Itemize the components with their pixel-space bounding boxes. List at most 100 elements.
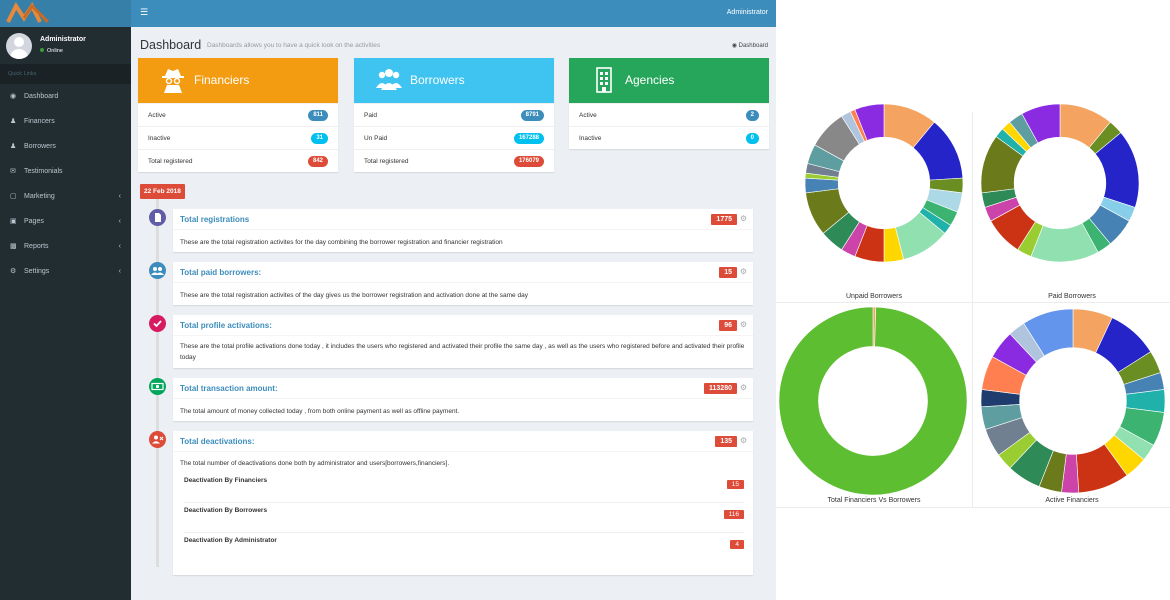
count-badge: 1775	[711, 214, 737, 225]
status-badge: 0	[745, 133, 759, 144]
sidebar-item-label: Dashboard	[24, 93, 59, 100]
stat-label: Inactive	[579, 135, 602, 142]
chevron-left-icon: ‹	[118, 268, 121, 275]
borrowers-card-header: Borrowers	[354, 58, 554, 103]
deactivation-label: Deactivation By Administrator	[184, 537, 277, 544]
timeline-item-body: The total amount of money collected toda…	[180, 408, 460, 415]
sidebar-item-label: Settings	[24, 268, 50, 275]
chart-title: Paid Borrowers	[1048, 293, 1096, 300]
avatar	[6, 33, 32, 59]
status-badge: 842	[307, 156, 328, 167]
card-title: Financiers	[194, 73, 250, 87]
count-badge: 15	[726, 480, 744, 489]
count-badge: 15	[719, 267, 737, 278]
cogs-icon: ⚙	[10, 268, 17, 275]
divider	[173, 229, 753, 230]
divider	[776, 507, 1170, 508]
logo-bar[interactable]	[0, 0, 131, 27]
pie-slice[interactable]	[854, 103, 885, 141]
comments-icon: ✉	[10, 168, 16, 175]
sidebar-user-name: Administrator	[40, 36, 86, 43]
count-badge: 113280	[704, 383, 737, 394]
gear-icon[interactable]: ⚙	[739, 436, 747, 445]
chevron-left-icon: ‹	[118, 193, 121, 200]
status-badge: 31	[311, 133, 328, 144]
financiers-card: Financiers Active 811 Inactive 31 Total re…	[138, 58, 338, 172]
timeline-item-title[interactable]: Total transaction amount:	[180, 384, 278, 393]
sidebar-item-pages[interactable]: ▣ Pages ‹	[0, 209, 131, 234]
spy-icon	[162, 69, 184, 93]
stat-row: Un Paid 167288	[354, 126, 554, 149]
sidebar-item-dashboard[interactable]: ◉ Dashboard	[0, 84, 131, 109]
gear-icon[interactable]: ⚙	[739, 267, 747, 276]
pie-slice[interactable]	[1021, 103, 1061, 144]
timeline-item-body: These are the total registration activit…	[180, 292, 528, 299]
count-badge: 135	[715, 436, 737, 447]
chevron-left-icon: ‹	[118, 218, 121, 225]
stat-label: Active	[148, 112, 166, 119]
hamburger-icon[interactable]: ☰	[140, 7, 149, 17]
count-badge: 96	[719, 320, 737, 331]
stat-row: Total registered 176079	[354, 149, 554, 172]
bar-chart-icon: ▩	[10, 243, 17, 250]
financiers-vs-borrowers-donut-chart	[778, 306, 968, 496]
deactivation-row: Deactivation By Borrowers 116	[184, 505, 744, 533]
pie-slice[interactable]	[1023, 308, 1074, 357]
gear-icon[interactable]: ⚙	[739, 320, 747, 329]
timeline-item: Total profile activations: 96 ⚙ These ar…	[173, 315, 753, 368]
divider	[173, 451, 753, 452]
building-icon	[596, 67, 612, 93]
sidebar-item-settings[interactable]: ⚙ Settings ‹	[0, 259, 131, 284]
stat-label: Un Paid	[364, 135, 388, 142]
timeline-item-body: The total number of deactivations done b…	[180, 460, 450, 467]
sidebar-section-label: Quick Links	[0, 64, 131, 84]
sidebar-item-label: Financers	[24, 118, 55, 125]
gear-icon[interactable]: ⚙	[739, 383, 747, 392]
online-dot-icon	[40, 48, 44, 52]
sidebar-item-financers[interactable]: ♟ Financers	[0, 109, 131, 134]
divider	[972, 112, 973, 507]
page-title: Dashboard	[140, 38, 202, 52]
stat-row: Inactive 0	[569, 126, 769, 149]
timeline-item-title[interactable]: Total deactivations:	[180, 437, 255, 446]
gear-icon[interactable]: ⚙	[739, 214, 747, 223]
stat-label: Total registered	[148, 158, 193, 165]
sidebar-item-label: Reports	[24, 243, 49, 250]
header-user-menu[interactable]: Administrator	[726, 9, 768, 16]
divider	[776, 302, 1170, 303]
pie-slice[interactable]	[778, 306, 968, 496]
stat-row: Total registered 842	[138, 149, 338, 172]
files-icon: ▣	[10, 218, 17, 225]
dashboard-icon: ◉	[731, 43, 739, 49]
status-badge: 2	[745, 110, 759, 121]
breadcrumb-label: Dashboard	[738, 43, 768, 49]
timeline-item: Total deactivations: 135 ⚙ The total num…	[173, 431, 753, 575]
sidebar-item-marketing[interactable]: ▢ Marketing ‹	[0, 184, 131, 209]
status-badge: 811	[308, 110, 328, 121]
timeline-item-title[interactable]: Total registrations	[180, 215, 250, 224]
sidebar-item-label: Pages	[24, 218, 44, 225]
count-badge: 4	[730, 540, 744, 549]
timeline-item-body: These are the total registration activit…	[180, 239, 503, 246]
user-times-icon	[149, 431, 166, 448]
unpaid-borrowers-donut-chart	[804, 103, 964, 263]
agencies-card: Agencies Active 2 Inactive 0	[569, 58, 769, 149]
timeline-item-title[interactable]: Total profile activations:	[180, 321, 272, 330]
status-badge: 176079	[513, 156, 544, 167]
breadcrumb[interactable]: ◉ Dashboard	[732, 42, 768, 49]
dashboard-icon: ◉	[10, 93, 17, 100]
sidebar-item-testimonials[interactable]: ✉ Testimonials	[0, 159, 131, 184]
financiers-card-header: Financiers	[138, 58, 338, 103]
charts-panel: Unpaid Borrowers Paid Borrowers Total Fi…	[776, 0, 1170, 600]
card-title: Borrowers	[410, 73, 465, 87]
sidebar-item-reports[interactable]: ▩ Reports ‹	[0, 234, 131, 259]
timeline-item-title[interactable]: Total paid borrowers:	[180, 268, 262, 277]
deactivation-row: Deactivation By Administrator 4	[184, 535, 744, 563]
envelope-icon: ▢	[10, 193, 17, 200]
count-badge: 116	[723, 510, 744, 519]
sidebar-item-borrowers[interactable]: ♟ Borrowers	[0, 134, 131, 159]
sidebar: Administrator Online Quick Links ◉ Dashbo…	[0, 0, 131, 600]
chart-title: Total Financiers Vs Borrowers	[827, 497, 921, 504]
deactivation-row: Deactivation By Financiers 15	[184, 475, 744, 503]
logo-icon	[6, 2, 50, 24]
